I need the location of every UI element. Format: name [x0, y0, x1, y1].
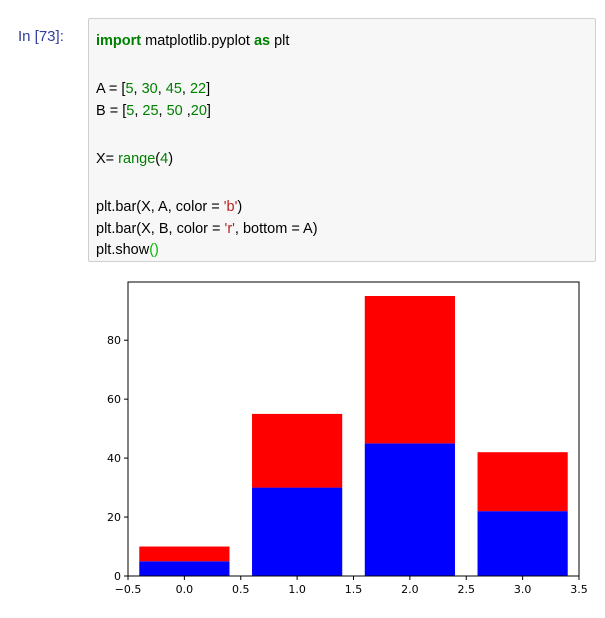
x-tick-label: 3.5 [570, 583, 588, 596]
code-line-a: A = [5, 30, 45, 22] [96, 81, 211, 97]
cell-prompt: In [73]: [18, 28, 64, 45]
x-tick-label: −0.5 [115, 583, 142, 596]
bar-series-1-x-0 [139, 546, 230, 562]
code-cell[interactable]: import matplotlib.pyplot as plt A = [5, … [88, 18, 596, 262]
code-line-import: import matplotlib.pyplot as plt [96, 33, 290, 49]
bar-series-1-x-1 [252, 413, 343, 488]
x-tick-label: 2.5 [458, 583, 476, 596]
bar-series-0-x-2 [364, 443, 455, 576]
bar-series-0-x-0 [139, 561, 230, 576]
x-tick-label: 1.5 [345, 583, 363, 596]
bar-series-0-x-3 [477, 511, 568, 576]
y-tick-label: 60 [107, 393, 121, 406]
x-tick-label: 0.5 [232, 583, 250, 596]
y-tick-label: 80 [107, 334, 121, 347]
code-line-x: X= range(4) [96, 151, 174, 167]
x-tick-label: 0.0 [176, 583, 194, 596]
bar-series-0-x-1 [252, 487, 343, 576]
code-line-bar-b: plt.bar(X, B, color = 'r', bottom = A) [96, 221, 318, 237]
bar-series-1-x-2 [364, 296, 455, 444]
bar-series-1-x-3 [477, 452, 568, 512]
code-line-b: B = [5, 25, 50 ,20] [96, 103, 211, 119]
y-tick-label: 0 [114, 570, 121, 583]
x-tick-label: 3.0 [514, 583, 532, 596]
x-tick-label: 1.0 [288, 583, 306, 596]
code-line-bar-a: plt.bar(X, A, color = 'b') [96, 199, 243, 215]
y-tick-label: 40 [107, 452, 121, 465]
y-tick-label: 20 [107, 511, 121, 524]
x-tick-label: 2.0 [401, 583, 419, 596]
code-line-show: plt.show() [96, 242, 159, 258]
